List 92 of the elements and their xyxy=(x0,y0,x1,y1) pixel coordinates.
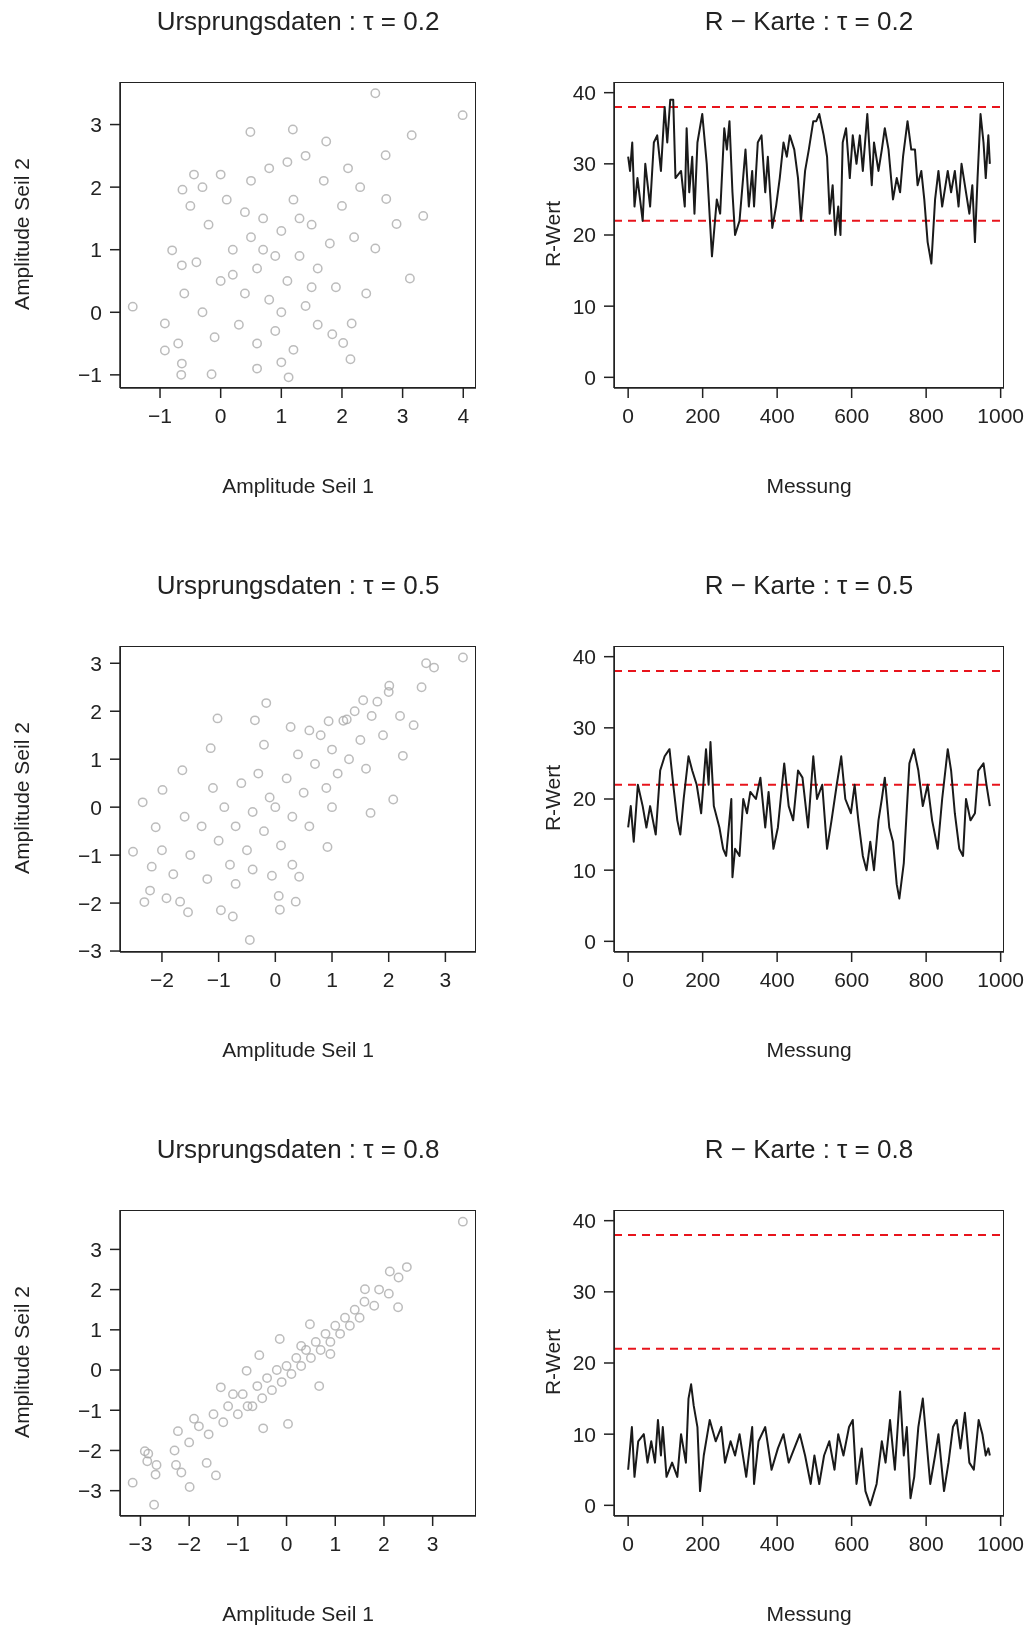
x-tick-label: 1 xyxy=(326,967,338,991)
x-tick-label: 800 xyxy=(908,403,944,427)
y-tick-label: 10 xyxy=(572,1422,596,1446)
y-tick-label: 40 xyxy=(572,81,596,105)
y-tick-label: 20 xyxy=(572,1351,596,1375)
x-tick-label: 1000 xyxy=(977,403,1025,427)
x-axis-title: Amplitude Seil 1 xyxy=(221,1602,375,1626)
x-tick-label: 0 xyxy=(214,403,227,427)
x-axis-title: Messung xyxy=(765,474,853,498)
x-tick-label: 1 xyxy=(329,1531,342,1555)
y-tick-label: −2 xyxy=(78,1438,102,1462)
x-tick-label: 600 xyxy=(834,403,870,427)
chart-title: R − Karte : τ = 0.5 xyxy=(703,570,915,601)
y-tick-label: 20 xyxy=(572,223,596,247)
y-tick-label: 2 xyxy=(90,175,102,199)
y-tick-label: −2 xyxy=(78,891,102,915)
line-series xyxy=(627,1383,991,1507)
y-tick-label: −3 xyxy=(78,1479,102,1503)
y-tick-label: 1 xyxy=(90,747,102,771)
x-tick-label: 1000 xyxy=(977,1531,1025,1555)
x-tick-label: 3 xyxy=(439,967,452,991)
x-tick-label: 400 xyxy=(759,1531,795,1555)
y-axis-title: Amplitude Seil 2 xyxy=(10,721,34,876)
x-axis-title: Messung xyxy=(765,1038,853,1062)
x-tick-label: 1000 xyxy=(977,967,1025,991)
x-tick-label: 0 xyxy=(622,403,634,427)
x-tick-label: 0 xyxy=(280,1531,293,1555)
x-axis-title: Amplitude Seil 1 xyxy=(221,474,375,498)
x-tick-label: −3 xyxy=(128,1531,153,1555)
y-tick-label: 30 xyxy=(572,152,596,176)
y-tick-label: 10 xyxy=(572,858,596,882)
y-axis-title: R-Wert xyxy=(541,763,565,834)
y-tick-label: 30 xyxy=(572,1280,596,1304)
y-tick-label: 40 xyxy=(572,645,596,669)
x-tick-label: 200 xyxy=(685,403,721,427)
chart-title: R − Karte : τ = 0.2 xyxy=(703,6,915,37)
x-tick-label: −1 xyxy=(206,967,231,991)
y-tick-label: −1 xyxy=(78,843,102,867)
y-tick-label: 3 xyxy=(90,651,102,675)
y-tick-label: 10 xyxy=(572,294,596,318)
x-tick-label: 400 xyxy=(759,403,795,427)
y-tick-label: 1 xyxy=(90,1318,102,1342)
y-tick-label: 30 xyxy=(572,716,596,740)
x-tick-label: 2 xyxy=(378,1531,390,1555)
x-tick-label: 800 xyxy=(908,967,944,991)
x-tick-label: 200 xyxy=(685,967,721,991)
x-tick-label: 3 xyxy=(426,1531,439,1555)
x-tick-label: −1 xyxy=(225,1531,250,1555)
x-tick-label: 600 xyxy=(834,1531,870,1555)
y-tick-label: 0 xyxy=(584,929,596,953)
y-tick-label: 0 xyxy=(584,1493,596,1517)
x-tick-label: −2 xyxy=(149,967,174,991)
y-tick-label: 40 xyxy=(572,1209,596,1233)
x-tick-label: 0 xyxy=(622,967,634,991)
y-axis-title: Amplitude Seil 2 xyxy=(10,1285,34,1440)
x-tick-label: 1 xyxy=(275,403,288,427)
x-tick-label: 200 xyxy=(685,1531,721,1555)
y-tick-label: 0 xyxy=(90,795,102,819)
x-axis-title: Messung xyxy=(765,1602,853,1626)
chart-title: Ursprungsdaten : τ = 0.8 xyxy=(155,1134,441,1165)
x-tick-label: −2 xyxy=(177,1531,202,1555)
y-tick-label: −1 xyxy=(78,1398,102,1422)
y-tick-label: 2 xyxy=(90,1278,102,1302)
y-tick-label: 2 xyxy=(90,699,102,723)
x-tick-label: 4 xyxy=(457,403,470,427)
x-tick-label: 2 xyxy=(382,967,395,991)
y-axis-title: Amplitude Seil 2 xyxy=(10,157,34,312)
x-tick-label: 600 xyxy=(834,967,870,991)
x-tick-label: 800 xyxy=(908,1531,944,1555)
chart-title: Ursprungsdaten : τ = 0.2 xyxy=(155,6,441,37)
chart-title: Ursprungsdaten : τ = 0.5 xyxy=(155,570,441,601)
line-series xyxy=(627,741,991,900)
y-tick-label: 3 xyxy=(90,113,102,137)
y-tick-label: 1 xyxy=(90,238,102,262)
x-tick-label: 2 xyxy=(336,403,348,427)
y-tick-label: −1 xyxy=(78,363,102,387)
x-tick-label: 400 xyxy=(759,967,795,991)
y-tick-label: 0 xyxy=(584,365,596,389)
y-tick-label: 3 xyxy=(90,1237,102,1261)
x-axis-title: Amplitude Seil 1 xyxy=(221,1038,375,1062)
line-series xyxy=(627,98,991,265)
x-tick-label: 0 xyxy=(269,967,282,991)
y-axis-title: R-Wert xyxy=(541,199,565,270)
y-tick-label: 0 xyxy=(90,1358,102,1382)
y-axis-title: R-Wert xyxy=(541,1327,565,1398)
y-tick-label: 20 xyxy=(572,787,596,811)
y-tick-label: 0 xyxy=(90,300,102,324)
chart-title: R − Karte : τ = 0.8 xyxy=(703,1134,915,1165)
y-tick-label: −3 xyxy=(78,939,102,963)
x-tick-label: 3 xyxy=(396,403,409,427)
x-tick-label: 0 xyxy=(622,1531,634,1555)
x-tick-label: −1 xyxy=(148,403,172,427)
